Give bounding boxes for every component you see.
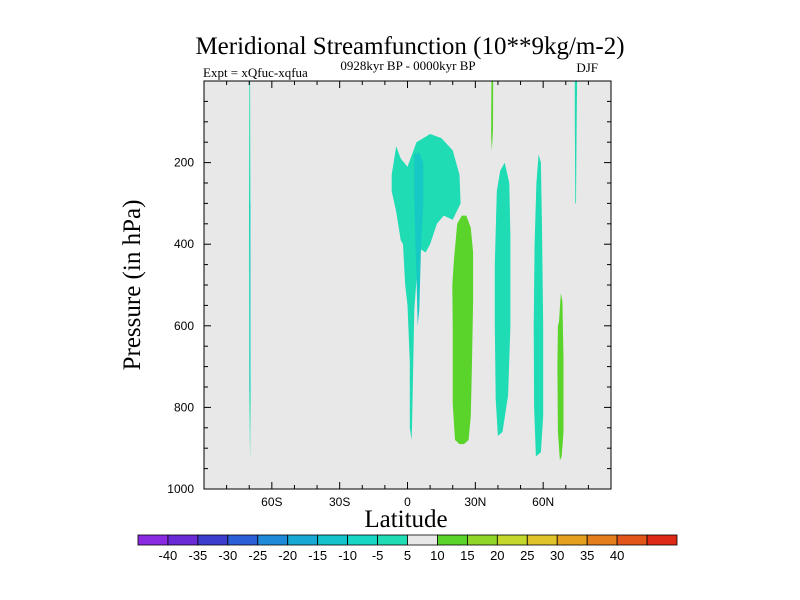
colorbar-swatch bbox=[317, 534, 349, 546]
colorbar-swatch bbox=[496, 534, 528, 546]
colorbar-swatch bbox=[466, 534, 498, 546]
y-tick-label: 400 bbox=[174, 237, 194, 251]
region-nh-subtropic-positive-cell bbox=[452, 215, 474, 445]
colorbar-swatch bbox=[227, 534, 259, 546]
y-axis-label: Pressure (in hPa) bbox=[119, 200, 146, 371]
y-tick-label: 600 bbox=[174, 319, 194, 333]
colorbar-label: -10 bbox=[338, 548, 357, 563]
colorbar-labels: -40 -35 -30 -25 -20 -15 -10 -5 5 10 15 20 25 30 35 40 bbox=[159, 548, 625, 563]
period-label: 0928kyr BP - 0000kyr BP bbox=[340, 58, 475, 73]
colorbar-swatch bbox=[586, 534, 618, 546]
region-equatorial-upper-cell bbox=[391, 134, 461, 440]
y-tick-label: 200 bbox=[174, 156, 194, 170]
colorbar-label: -25 bbox=[248, 548, 267, 563]
x-axis-label: Latitude bbox=[364, 506, 447, 533]
season-label: DJF bbox=[576, 60, 598, 75]
region-nh-high-lat-positive-cell bbox=[557, 293, 564, 461]
colorbar-label: 40 bbox=[610, 548, 624, 563]
colorbar-label: -20 bbox=[278, 548, 297, 563]
y-tick-label: 1000 bbox=[167, 482, 194, 496]
chart-title: Meridional Streamfunction (10**9kg/m-2) bbox=[195, 33, 624, 60]
colorbar-label: -40 bbox=[159, 548, 178, 563]
x-tick-label: 60N bbox=[532, 495, 554, 509]
region-nh-midlat-negative-cell-a bbox=[494, 162, 511, 436]
colorbar-swatch bbox=[556, 534, 588, 546]
experiment-label: Expt = xQfuc-xqfua bbox=[203, 65, 308, 80]
y-tick-label: 800 bbox=[174, 400, 194, 414]
colorbar-swatch bbox=[167, 534, 199, 546]
colorbar-swatch bbox=[407, 534, 438, 546]
x-tick-label: 30N bbox=[464, 495, 486, 509]
x-tick-label: 0 bbox=[404, 495, 411, 509]
colorbar-swatch bbox=[197, 534, 229, 546]
colorbar-label: -30 bbox=[218, 548, 237, 563]
x-tick-labels: 60S 30S 0 30N 60N bbox=[261, 495, 554, 509]
colorbar-label: 15 bbox=[460, 548, 474, 563]
colorbar-label: 10 bbox=[430, 548, 444, 563]
region-sh-high-lat-core bbox=[249, 199, 251, 392]
contour-regions bbox=[249, 81, 578, 461]
colorbar-label: 35 bbox=[580, 548, 594, 563]
axis-ticks bbox=[203, 80, 612, 490]
colorbar-swatch bbox=[137, 534, 169, 546]
colorbar-label: 30 bbox=[550, 548, 564, 563]
colorbar-label: 5 bbox=[404, 548, 411, 563]
colorbar-swatch bbox=[347, 534, 378, 546]
colorbar-swatch bbox=[437, 534, 468, 546]
colorbar-swatch bbox=[377, 534, 408, 546]
colorbar bbox=[137, 534, 678, 546]
colorbar-swatch bbox=[616, 534, 648, 546]
colorbar-label: -5 bbox=[372, 548, 384, 563]
colorbar-label: 25 bbox=[520, 548, 534, 563]
region-equatorial-core bbox=[414, 152, 424, 326]
colorbar-swatch bbox=[287, 534, 319, 546]
region-nh-upper-thin-negative bbox=[574, 81, 578, 204]
x-tick-label: 60S bbox=[261, 495, 282, 509]
region-nh-midlat-negative-cell-b bbox=[533, 154, 544, 457]
colorbar-label: -35 bbox=[189, 548, 208, 563]
colorbar-swatch bbox=[526, 534, 558, 546]
colorbar-label: 20 bbox=[490, 548, 504, 563]
y-tick-labels: 200 400 600 800 1000 bbox=[167, 156, 194, 496]
colorbar-swatch bbox=[257, 534, 289, 546]
colorbar-label: -15 bbox=[308, 548, 327, 563]
region-nh-upper-thin-positive bbox=[491, 81, 494, 151]
colorbar-swatch bbox=[646, 534, 678, 546]
x-tick-label: 30S bbox=[329, 495, 350, 509]
